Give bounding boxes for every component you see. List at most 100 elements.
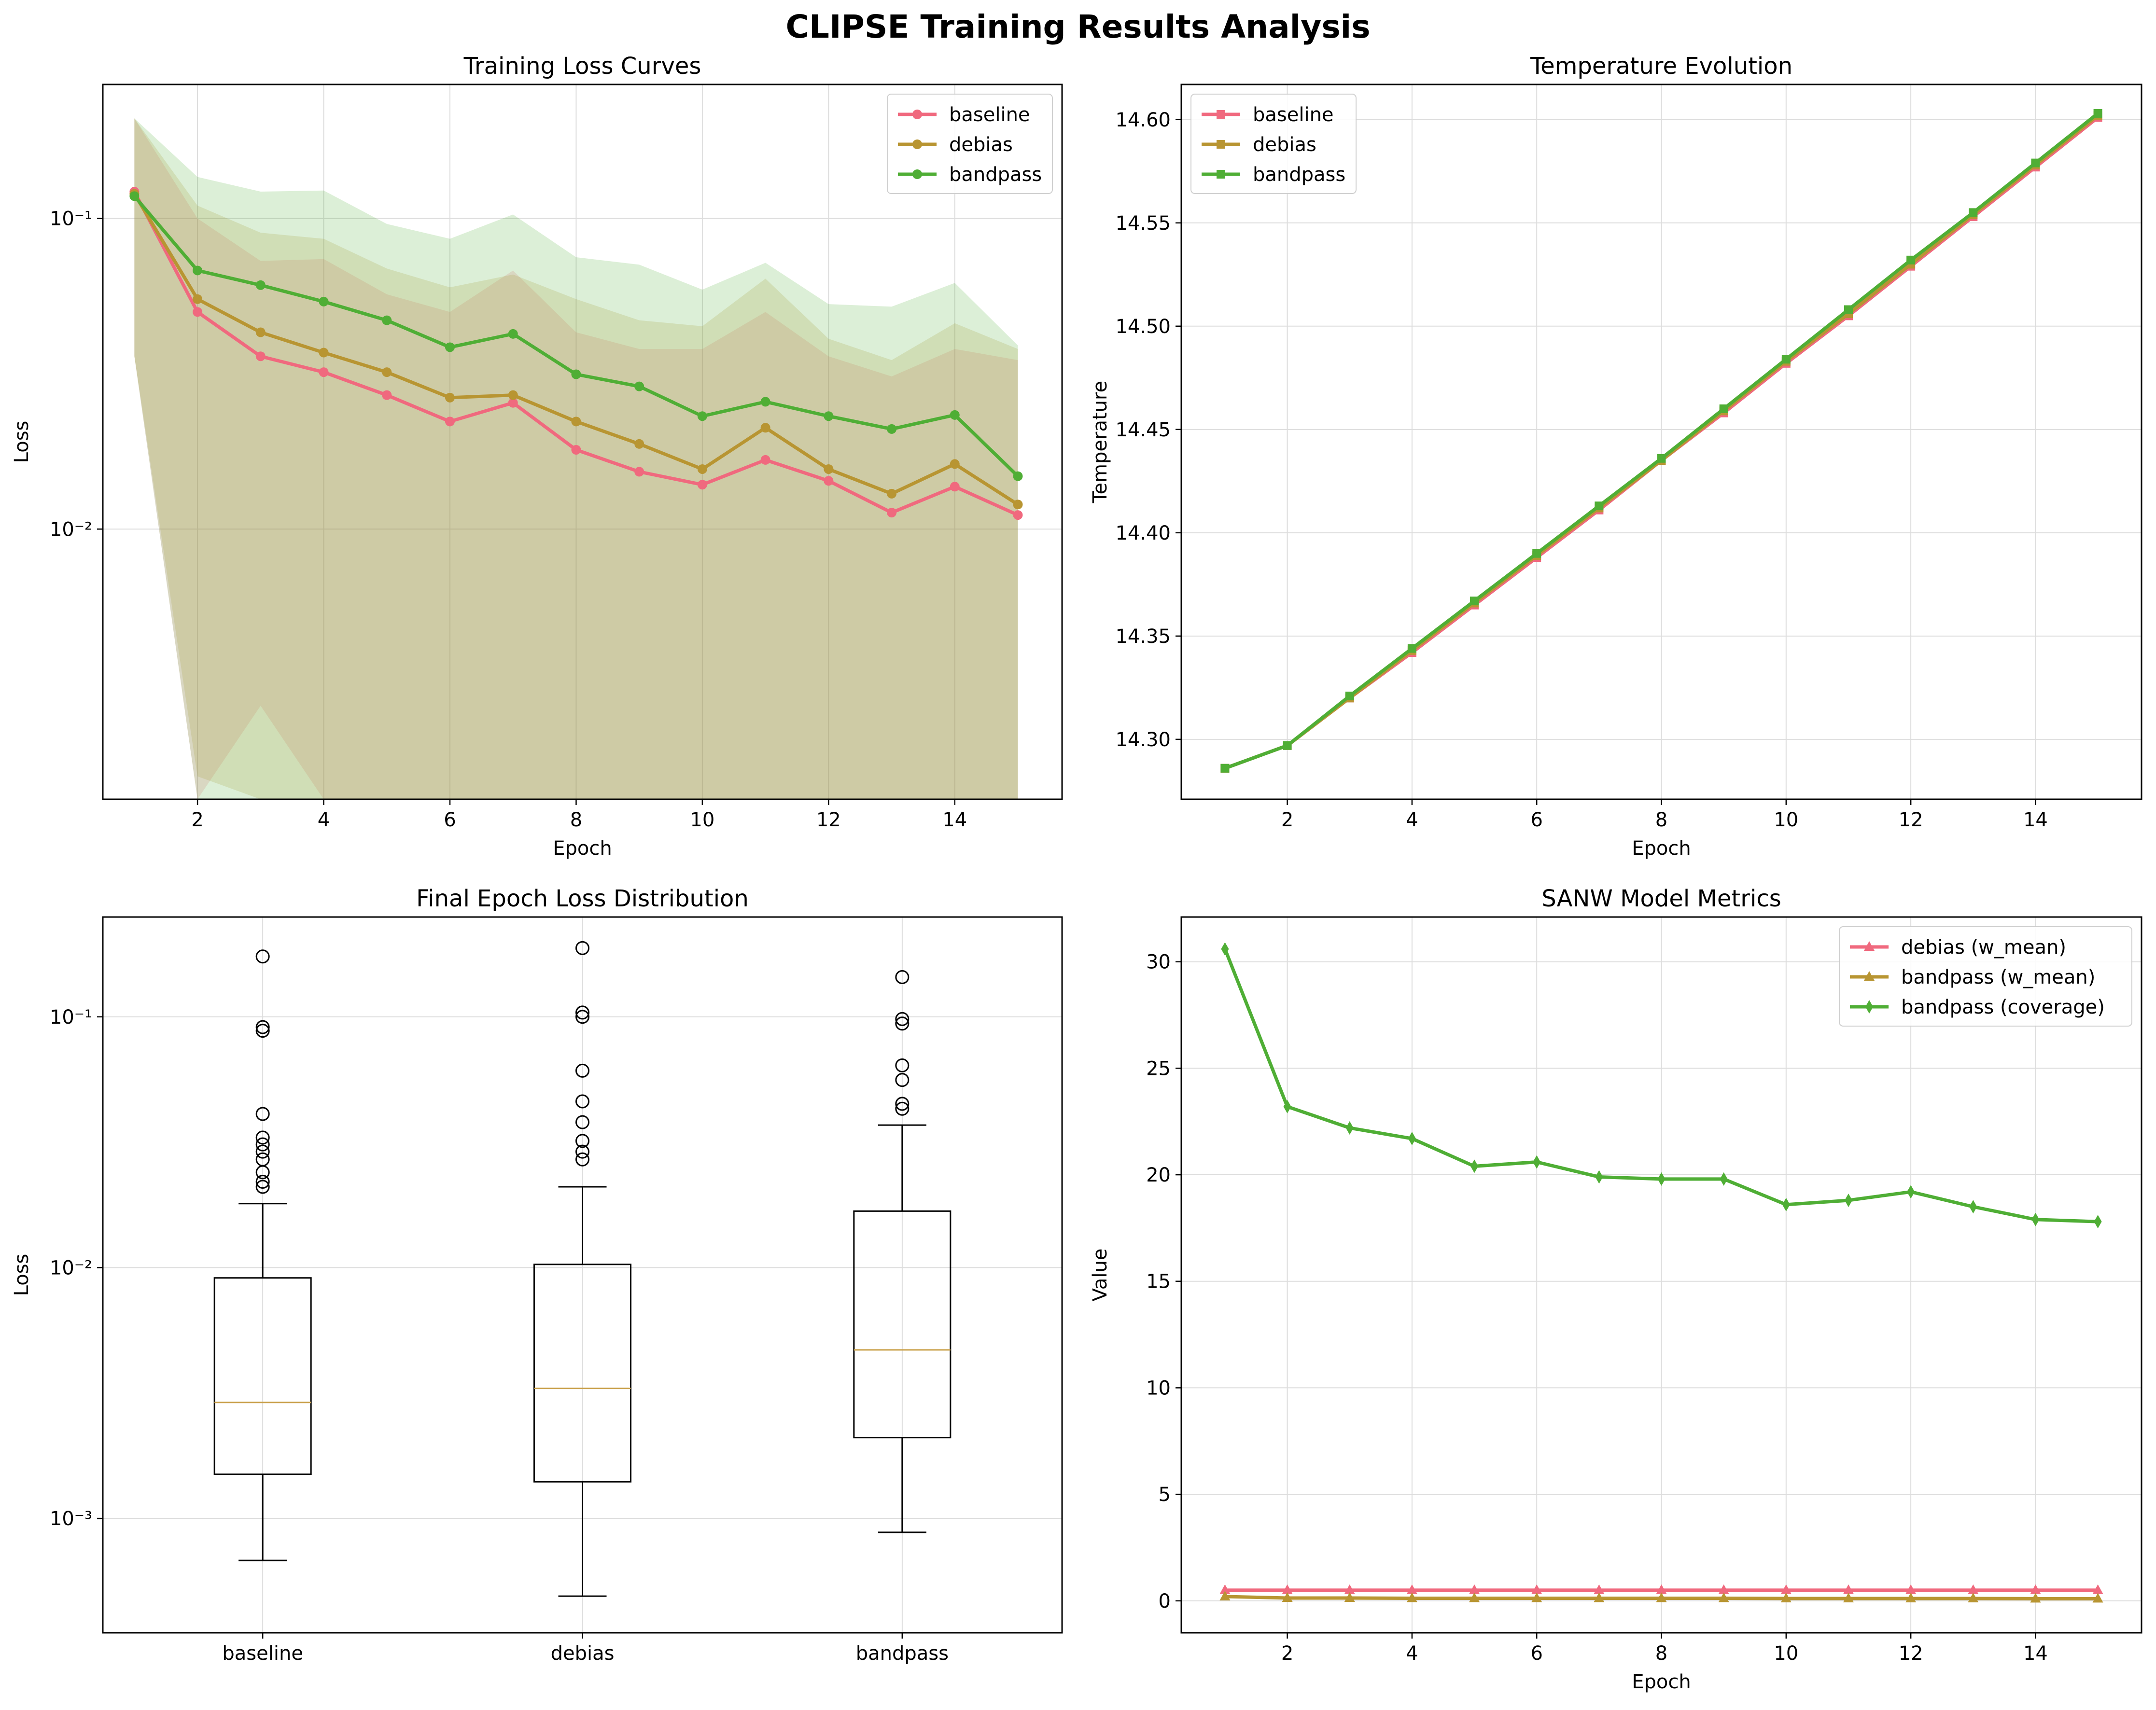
point-bandpass	[1470, 597, 1479, 606]
point-baseline	[1013, 510, 1023, 520]
outlier-point	[895, 1097, 910, 1111]
series-point	[1344, 1592, 1355, 1602]
x-tick-label: 4	[1406, 1642, 1418, 1665]
outlier-point	[895, 1101, 910, 1116]
point-bandpass	[508, 329, 518, 339]
series-point	[1219, 1590, 1231, 1600]
outlier-point	[255, 949, 270, 964]
y-tick-label: 10⁻²	[50, 1257, 92, 1279]
point-debias	[319, 348, 329, 358]
x-tick-label: 10	[1774, 809, 1798, 831]
point-baseline	[193, 307, 203, 317]
x-tick-label: 14	[2023, 809, 2048, 831]
legend-marker	[1865, 1000, 1873, 1014]
series-point	[1221, 942, 1229, 956]
outlier-point	[895, 970, 910, 984]
point-baseline	[445, 417, 455, 427]
x-tick-label: bandpass	[856, 1642, 949, 1665]
legend-marker	[1864, 971, 1875, 981]
legend: debias (w_mean) bandpass (w_mean) bandpass…	[1839, 926, 2132, 1027]
series-point	[1219, 1584, 1231, 1594]
series-point	[1657, 1172, 1666, 1186]
point-bandpass	[1844, 305, 1853, 314]
outlier-point	[575, 1144, 589, 1159]
series-point	[1969, 1200, 1977, 1214]
plot-frame	[1180, 83, 2142, 800]
x-tick-label: 8	[1655, 1642, 1667, 1665]
point-bandpass	[760, 397, 770, 407]
outlier-point	[895, 1012, 910, 1026]
legend-item: bandpass	[1202, 164, 1345, 186]
point-bandpass	[1013, 471, 1023, 481]
point-debias	[255, 327, 266, 337]
x-tick-label: 2	[191, 809, 203, 831]
legend-item: debias (w_mean)	[1850, 936, 2066, 959]
legend-marker	[1217, 140, 1225, 149]
point-bandpass	[382, 315, 392, 325]
panel-title: Final Epoch Loss Distribution	[416, 885, 749, 912]
outlier-point	[255, 1144, 270, 1159]
outlier-point	[575, 1094, 589, 1109]
x-axis-label: Epoch	[1632, 1671, 1691, 1693]
outlier-point	[255, 1152, 270, 1167]
legend-marker	[1217, 110, 1225, 119]
box-baseline	[213, 1277, 312, 1475]
point-debias	[508, 390, 518, 400]
point-debias	[697, 464, 707, 474]
x-tick-label: 12	[1899, 809, 1923, 831]
legend-marker	[912, 169, 922, 179]
series-point	[1533, 1155, 1541, 1169]
point-debias	[950, 459, 960, 469]
x-tick-label: 2	[1281, 809, 1293, 831]
x-tick-label: 6	[444, 809, 456, 831]
series-point	[1720, 1172, 1728, 1186]
chart-temperature: 2 4 6 8 10 12 14 14.30 14.35 14.40 14.45 14.50 14.55…	[1089, 53, 2142, 860]
x-axis-label: Epoch	[553, 837, 612, 860]
legend-box	[887, 94, 1053, 194]
outlier-point	[895, 1058, 910, 1073]
series-point	[1595, 1170, 1603, 1184]
series-point	[1531, 1584, 1542, 1594]
series-point	[1469, 1592, 1480, 1602]
series-point	[1780, 1592, 1792, 1602]
y-tick-label: 14.60	[1115, 109, 1171, 131]
point-debias	[571, 417, 581, 427]
outlier-point	[255, 1020, 270, 1034]
outlier-point	[255, 1180, 270, 1194]
x-tick-label: debias	[551, 1642, 615, 1665]
point-bandpass	[2031, 158, 2040, 167]
x-tick-label: 8	[570, 809, 582, 831]
chart-boxplot: 10⁻³ 10⁻² 10⁻¹ baseline debias bandpass Final …	[11, 885, 1063, 1665]
plot-frame	[1180, 916, 2142, 1634]
band-debias	[134, 118, 1018, 800]
point-bandpass	[129, 191, 140, 201]
outlier-point	[575, 1115, 589, 1129]
point-bandpass	[824, 411, 834, 421]
series-point	[1656, 1584, 1667, 1594]
series-point	[1782, 1197, 1790, 1211]
y-axis-label: Loss	[11, 1254, 33, 1296]
legend-item: debias	[898, 134, 1013, 156]
point-debias	[634, 439, 644, 449]
legend-label: baseline	[949, 104, 1030, 126]
x-tick-label: 12	[1899, 1642, 1923, 1665]
series-point	[1344, 1584, 1355, 1594]
panel-title: Training Loss Curves	[463, 53, 701, 80]
y-tick-label: 10⁻²	[50, 518, 92, 541]
y-axis-label: Temperature	[1089, 381, 1111, 503]
point-baseline	[950, 482, 960, 492]
point-debias	[1013, 500, 1023, 510]
point-bandpass	[634, 381, 644, 391]
legend-marker	[1864, 941, 1875, 951]
point-baseline	[887, 508, 897, 518]
point-debias	[824, 464, 834, 474]
series-point	[1531, 1592, 1542, 1602]
series-point	[2092, 1593, 2103, 1603]
legend-marker	[912, 139, 922, 149]
series-point	[2030, 1584, 2041, 1594]
series-point	[1283, 1099, 1291, 1113]
point-bandpass	[255, 280, 266, 290]
legend-item: baseline	[1202, 104, 1334, 126]
x-tick-label: 6	[1530, 1642, 1542, 1665]
point-bandpass	[1407, 644, 1416, 653]
